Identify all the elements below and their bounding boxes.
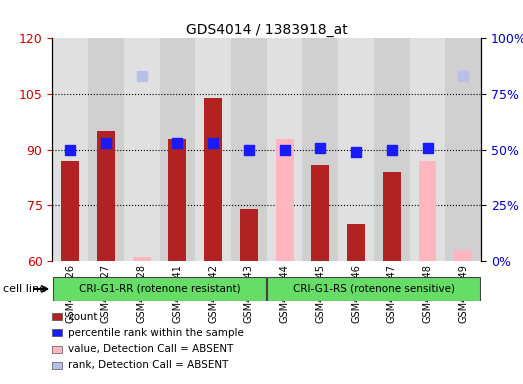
Text: percentile rank within the sample: percentile rank within the sample	[68, 328, 244, 338]
Text: cell line: cell line	[3, 284, 46, 294]
Bar	[88, 38, 124, 261]
Bar	[374, 38, 410, 261]
Bar	[311, 165, 329, 261]
Bar	[133, 257, 151, 261]
Point	[280, 147, 289, 153]
Bar	[410, 38, 446, 261]
Bar	[267, 38, 302, 261]
Point	[352, 149, 360, 155]
Point	[459, 73, 468, 79]
Bar	[52, 38, 88, 261]
Text: CRI-G1-RS (rotenone sensitive): CRI-G1-RS (rotenone sensitive)	[293, 284, 455, 294]
Bar	[418, 161, 437, 261]
Bar	[267, 277, 481, 301]
Point	[388, 147, 396, 153]
Bar	[347, 224, 365, 261]
Bar	[97, 131, 115, 261]
Bar	[446, 38, 481, 261]
Point	[66, 147, 74, 153]
Bar	[204, 98, 222, 261]
Bar	[168, 139, 186, 261]
Point	[423, 144, 431, 151]
Text: count: count	[68, 312, 97, 322]
Point	[209, 140, 217, 146]
Point	[316, 144, 324, 151]
Text: value, Detection Call = ABSENT: value, Detection Call = ABSENT	[68, 344, 233, 354]
Text: rank, Detection Call = ABSENT: rank, Detection Call = ABSENT	[68, 360, 229, 370]
Point	[173, 140, 181, 146]
Bar	[276, 139, 293, 261]
Bar	[240, 209, 258, 261]
Bar	[124, 38, 160, 261]
Bar	[302, 38, 338, 261]
Bar	[53, 277, 266, 301]
Point	[138, 73, 146, 79]
Bar	[160, 38, 195, 261]
Bar	[338, 38, 374, 261]
Title: GDS4014 / 1383918_at: GDS4014 / 1383918_at	[186, 23, 348, 37]
Bar	[231, 38, 267, 261]
Bar	[454, 250, 472, 261]
Bar	[383, 172, 401, 261]
Bar	[195, 38, 231, 261]
Point	[245, 147, 253, 153]
Text: CRI-G1-RR (rotenone resistant): CRI-G1-RR (rotenone resistant)	[78, 284, 241, 294]
Point	[101, 140, 110, 146]
Bar	[61, 161, 79, 261]
